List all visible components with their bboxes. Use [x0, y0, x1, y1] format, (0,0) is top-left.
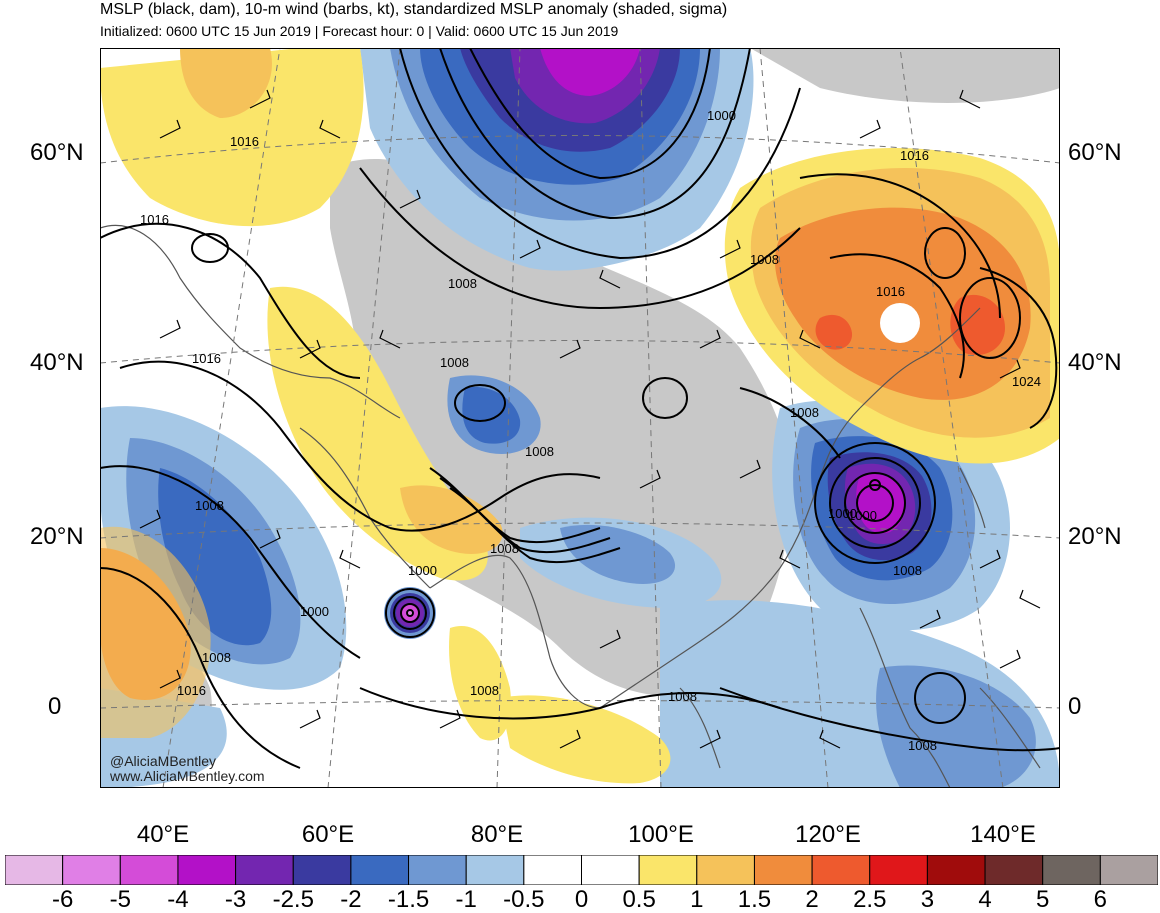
colorbar-box	[984, 855, 1044, 885]
lon-label-120e: 120°E	[795, 821, 861, 848]
map-title: MSLP (black, dam), 10-m wind (barbs, kt)…	[100, 1, 728, 18]
map-border	[100, 48, 1060, 788]
isobar-label: 1016	[230, 134, 259, 149]
lat-label-60n-left: 60°N	[30, 139, 84, 166]
lat-label-20n-left: 20°N	[30, 523, 84, 550]
isobar-label: 1008	[202, 650, 231, 665]
isobar-label: 1024	[1012, 374, 1041, 389]
isobar-label: 1008	[790, 405, 819, 420]
colorbar-box	[1042, 855, 1101, 885]
wind-barbs	[139, 89, 1041, 749]
graticule	[100, 48, 1060, 788]
isobar-label: 1008	[448, 276, 477, 291]
isobar-label: 1008	[440, 355, 469, 370]
colorbar-box	[523, 855, 582, 885]
negative-anomaly-shading	[100, 48, 1060, 788]
isobar-label: 1016	[192, 351, 221, 366]
isobar-label: 1008	[908, 738, 937, 753]
colorbar-box	[1099, 855, 1158, 885]
isobar-label: 1008	[195, 498, 224, 513]
colorbar-tick-label: 0	[574, 886, 589, 913]
colorbar-box	[62, 855, 121, 885]
isobar-label: 1016	[876, 284, 905, 299]
isobar-labels: 1000 1016 1016 1016 1008 1008 1008 1008 …	[140, 108, 1041, 753]
colorbar-box	[235, 855, 294, 885]
colorbar-tick-label: -1.5	[387, 886, 430, 913]
colorbar-tick-label: -4	[167, 886, 189, 913]
isobar-label: 1008	[893, 563, 922, 578]
lat-label-40n-right: 40°N	[1068, 349, 1122, 376]
colorbar-box	[696, 855, 755, 885]
colorbar-box	[119, 855, 179, 885]
colorbar-box	[350, 855, 410, 885]
isobar-label: 1000	[408, 563, 437, 578]
colorbar-tick-label: 0.5	[622, 886, 656, 913]
colorbar-box	[292, 855, 352, 885]
colorbar-tick-label: -2	[340, 886, 362, 913]
colorbar-tick-label: -6	[51, 886, 74, 913]
isobar-label: 1016	[900, 148, 929, 163]
isobar-label: 1016	[177, 683, 206, 698]
credit-handle: @AliciaMBentley	[110, 753, 216, 769]
lon-label-60e: 60°E	[301, 821, 355, 848]
colorbar-tick-label: 2.5	[853, 886, 887, 913]
colorbar-box	[465, 855, 525, 885]
lat-label-20n-right: 20°N	[1068, 523, 1122, 550]
lon-label-40e: 40°E	[136, 821, 190, 848]
isobar-label: 1000	[300, 604, 329, 619]
positive-anomaly-shading	[100, 48, 1060, 784]
colorbar-box	[811, 855, 871, 885]
colorbar-box	[581, 855, 640, 885]
isobar-label: 1008	[525, 444, 554, 459]
colorbar-tick-label: 1.5	[737, 886, 772, 913]
colorbar-box	[638, 855, 698, 885]
colorbar-tick-label: -1	[455, 886, 477, 913]
colorbar-box	[408, 855, 467, 885]
colorbar-tick-label: 4	[978, 886, 992, 913]
lat-label-40n-left: 40°N	[30, 349, 84, 376]
colorbar	[5, 855, 1158, 885]
credit-site: www.AliciaMBentley.com	[109, 768, 265, 784]
isobar-label: 1000	[848, 508, 877, 523]
isobar-label: 1000	[828, 506, 857, 521]
colorbar-tick-label: 1	[690, 886, 704, 913]
isobar-label: 1008	[490, 541, 519, 556]
colorbar-box	[177, 855, 237, 885]
colorbar-tick-label: -2.5	[272, 886, 314, 913]
lon-label-80e: 80°E	[470, 821, 524, 848]
colorbar-box	[926, 855, 986, 885]
colorbar-box	[869, 855, 928, 885]
isobar-label: 1000	[707, 108, 736, 123]
colorbar-tick-label: 6	[1093, 886, 1108, 913]
isobar-label: 1008	[750, 252, 779, 267]
colorbar-tick-label: 5	[1036, 886, 1050, 913]
isobar-label: 1016	[140, 212, 169, 227]
lat-label-eq-right: 0	[1068, 693, 1082, 720]
lon-label-100e: 100°E	[628, 821, 694, 848]
lat-label-60n-right: 60°N	[1068, 139, 1122, 166]
colorbar-tick-label: -5	[109, 886, 131, 913]
lat-label-eq-left: 0	[48, 693, 62, 720]
lon-label-140e: 140°E	[970, 821, 1036, 848]
weather-map: 1000 1016 1016 1016 1008 1008 1008 1008 …	[100, 48, 1060, 788]
isobar-label: 1008	[470, 683, 499, 698]
isobars	[100, 48, 1060, 769]
colorbar-box	[753, 855, 813, 885]
colorbar-tick-label: -0.5	[503, 886, 545, 913]
colorbar-tick-label: 2	[805, 886, 819, 913]
colorbar-box	[5, 855, 64, 885]
isobar-label: 1008	[668, 689, 697, 704]
colorbar-tick-label: 3	[920, 886, 935, 913]
map-subtitle: Initialized: 0600 UTC 15 Jun 2019 | Fore…	[100, 23, 619, 39]
colorbar-tick-label: -3	[224, 886, 247, 913]
